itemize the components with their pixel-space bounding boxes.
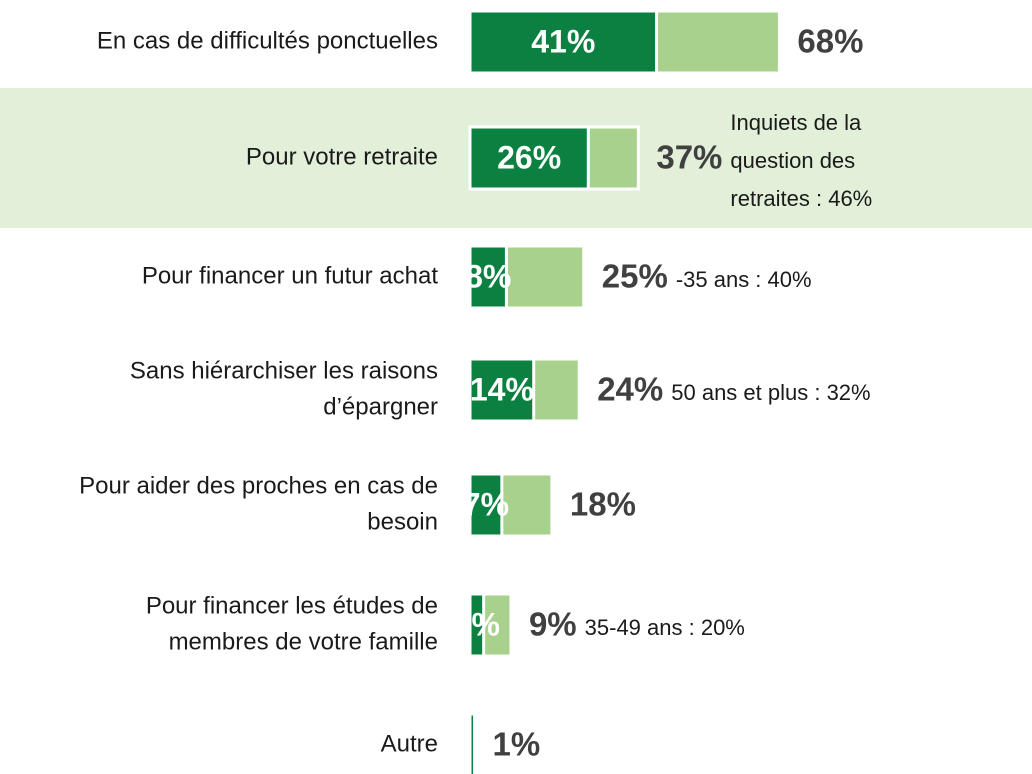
first-bar [468,357,536,423]
first-bar [468,592,486,658]
total-value-label: 9% [529,606,577,643]
total-value-label: 18% [570,486,636,523]
total-value-label: 68% [797,23,863,60]
annotation: question des [730,148,855,173]
first-bar [468,244,508,310]
annotation: 35-49 ans : 20% [585,615,745,640]
first-value-label: 8% [465,258,511,294]
first-bar [468,9,659,75]
category-label: Pour votre retraite [246,143,438,170]
total-bar [468,712,477,774]
first-value-label: 14% [470,371,534,407]
category-label: Pour financer un futur achat [142,262,439,289]
category-label: Autre [381,730,438,757]
annotation: -35 ans : 40% [676,267,812,292]
annotation: Inquiets de la [730,110,862,135]
category-label: membres de votre famille [169,628,438,655]
category-label: Pour aider des proches en cas de [79,472,438,499]
total-value-label: 37% [656,139,722,176]
category-label: En cas de difficultés ponctuelles [97,27,438,54]
first-value-label: 3% [454,606,500,642]
annotation: 50 ans et plus : 32% [671,380,870,405]
total-value-label: 24% [597,371,663,408]
category-label: d’épargner [323,393,438,420]
annotation: retraites : 46% [730,186,872,211]
first-value-label: 26% [497,139,561,175]
category-label: Pour financer les études de [146,592,438,619]
category-label: besoin [367,508,438,535]
first-value-label: 41% [531,23,595,59]
first-value-label: 7% [463,486,509,522]
category-label: Sans hiérarchiser les raisons [130,357,438,384]
total-value-label: 25% [602,258,668,295]
first-bar [468,472,504,538]
total-value-label: 1% [493,726,541,763]
first-bar [468,125,590,191]
